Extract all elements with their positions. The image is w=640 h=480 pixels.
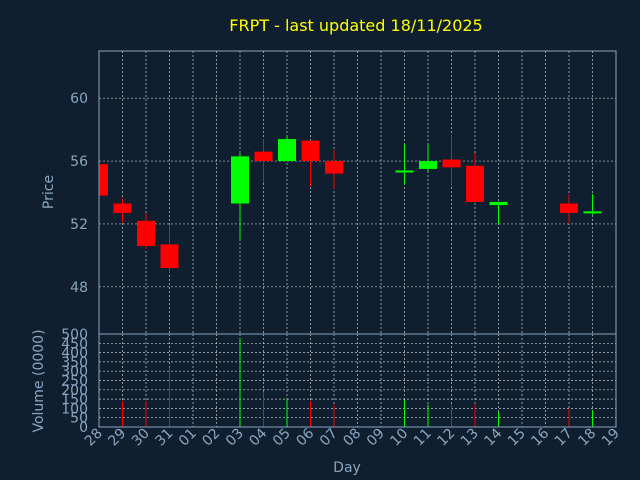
candle-body (395, 170, 414, 173)
x-tick-label: 15 (505, 426, 529, 450)
candle-body (231, 156, 249, 204)
x-tick-label: 29 (105, 426, 129, 450)
candle-body (442, 159, 461, 168)
x-tick-label: 31 (152, 426, 176, 450)
volume-tick-label: 150 (61, 392, 88, 408)
price-tick-label: 60 (70, 91, 88, 107)
x-tick-label: 01 (176, 426, 200, 450)
x-tick-label: 10 (387, 426, 411, 450)
price-tick-label: 52 (70, 217, 88, 233)
price-axis-label: Price (41, 175, 57, 209)
x-tick-label: 18 (575, 426, 599, 450)
marks-layer (98, 134, 602, 427)
x-tick-label: 07 (317, 426, 341, 450)
x-tick-label: 09 (364, 426, 388, 450)
candle-body (113, 203, 132, 213)
candle-body (137, 220, 155, 246)
candle-body (160, 244, 179, 268)
candle-body (254, 151, 273, 162)
candle-body (325, 161, 343, 174)
x-axis-label: Day (333, 460, 361, 476)
candle-body (583, 211, 602, 214)
candle-body (466, 165, 484, 202)
x-tick-label: 03 (223, 426, 247, 450)
candle-body (489, 201, 508, 206)
x-tick-label: 13 (458, 426, 482, 450)
volume-tick-label: 500 (61, 327, 88, 343)
volume-tick-label: 450 (61, 336, 88, 352)
x-tick-label: 08 (340, 426, 364, 450)
volume-plot-frame (98, 333, 617, 428)
candle-body (419, 161, 437, 169)
x-tick-label: 04 (246, 425, 270, 449)
candle-body (560, 203, 578, 213)
volume-tick-label: 0 (79, 420, 88, 436)
volume-tick-label: 350 (61, 355, 88, 371)
x-tick-label: 30 (129, 426, 153, 450)
grid-layer (99, 51, 616, 427)
x-tick-label: 02 (199, 426, 223, 450)
chart-title: FRPT - last updated 18/11/2025 (229, 16, 482, 35)
volume-tick-label: 200 (61, 383, 88, 399)
volume-tick-label: 100 (61, 401, 88, 417)
x-tick-label: 16 (528, 425, 552, 449)
x-tick-label: 17 (552, 426, 576, 450)
x-tick-label: 19 (599, 426, 623, 450)
volume-tick-label: 300 (61, 364, 88, 380)
x-tick-label: 05 (270, 426, 294, 450)
x-tick-label: 12 (434, 426, 458, 450)
price-tick-label: 56 (70, 154, 88, 170)
volume-tick-label: 50 (70, 411, 88, 427)
x-tick-label: 11 (411, 426, 435, 450)
volume-tick-label: 400 (61, 346, 88, 362)
candle-body (278, 139, 296, 162)
price-tick-label: 48 (70, 280, 88, 296)
volume-tick-label: 250 (61, 374, 88, 390)
labels-layer: 4852566005010015020025030035040045050028… (61, 91, 623, 449)
volume-axis-label: Volume (0000) (31, 329, 47, 432)
x-tick-label: 06 (293, 425, 317, 449)
candle-body (301, 140, 320, 162)
candle-body (99, 164, 108, 196)
x-tick-label: 14 (481, 425, 505, 449)
